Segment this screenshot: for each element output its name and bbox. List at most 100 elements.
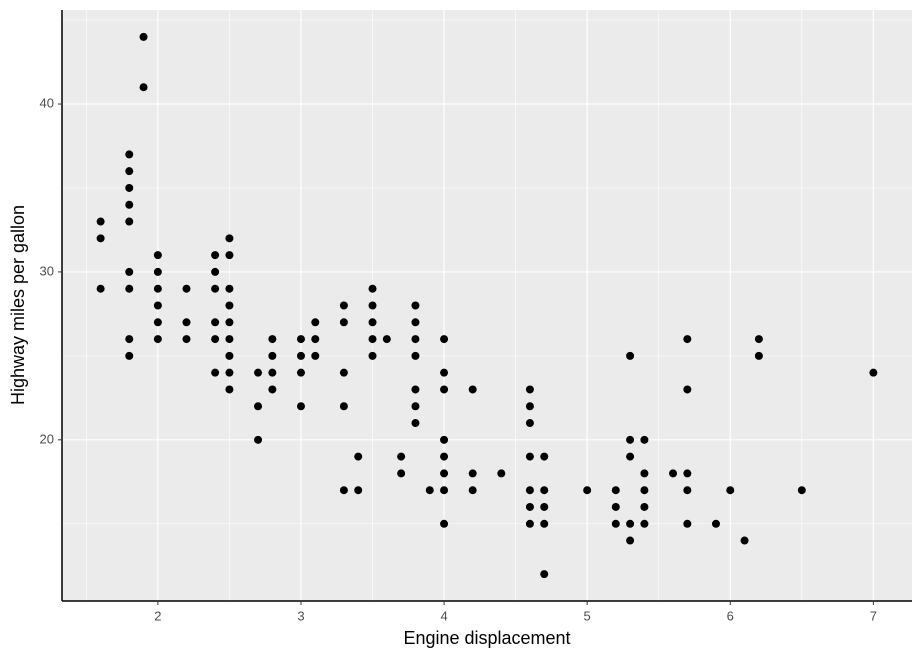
point (153, 301, 162, 310)
point (583, 486, 592, 495)
point (125, 150, 134, 159)
point (153, 251, 162, 260)
point (254, 368, 263, 377)
point (525, 385, 534, 394)
point (368, 284, 377, 293)
point (626, 351, 635, 360)
point (440, 435, 449, 444)
point (497, 469, 506, 478)
x-tick-label: 2 (154, 608, 161, 623)
y-axis-title: Highway miles per gallon (8, 205, 28, 405)
point (125, 183, 134, 192)
point (225, 385, 234, 394)
point (468, 385, 477, 394)
point (626, 519, 635, 528)
point (754, 335, 763, 344)
point (540, 502, 549, 511)
point (225, 234, 234, 243)
point (182, 318, 191, 327)
x-tick-label: 5 (584, 608, 591, 623)
point (96, 234, 105, 243)
point (125, 167, 134, 176)
point (311, 318, 320, 327)
point (125, 267, 134, 276)
point (225, 368, 234, 377)
point (339, 402, 348, 411)
point (311, 351, 320, 360)
point (268, 335, 277, 344)
point (440, 486, 449, 495)
point (669, 469, 678, 478)
point (683, 335, 692, 344)
point (683, 469, 692, 478)
point (468, 486, 477, 495)
point (182, 284, 191, 293)
point (411, 318, 420, 327)
point (153, 318, 162, 327)
point (683, 486, 692, 495)
point (368, 335, 377, 344)
point (640, 435, 649, 444)
point (440, 452, 449, 461)
point (296, 351, 305, 360)
point (268, 385, 277, 394)
point (425, 486, 434, 495)
point (525, 419, 534, 428)
point (411, 402, 420, 411)
point (125, 217, 134, 226)
point (96, 284, 105, 293)
point (354, 452, 363, 461)
point (125, 284, 134, 293)
x-tick-label: 3 (297, 608, 304, 623)
point (525, 402, 534, 411)
plot-panel (62, 10, 912, 601)
point (397, 452, 406, 461)
point (339, 368, 348, 377)
point (525, 519, 534, 528)
grid (62, 10, 912, 601)
points (96, 32, 878, 579)
point (797, 486, 806, 495)
point (411, 351, 420, 360)
point (440, 368, 449, 377)
point (640, 502, 649, 511)
point (153, 284, 162, 293)
point (125, 335, 134, 344)
point (711, 519, 720, 528)
point (411, 301, 420, 310)
point (683, 385, 692, 394)
point (368, 301, 377, 310)
point (382, 335, 391, 344)
point (125, 351, 134, 360)
y-tick-label: 20 (40, 431, 54, 446)
y-tick-label: 30 (40, 263, 54, 278)
point (254, 402, 263, 411)
point (468, 469, 477, 478)
point (540, 570, 549, 579)
point (211, 267, 220, 276)
point (440, 519, 449, 528)
point (339, 486, 348, 495)
point (540, 519, 549, 528)
point (611, 486, 620, 495)
point (540, 452, 549, 461)
x-tick-label: 6 (727, 608, 734, 623)
point (640, 519, 649, 528)
point (683, 519, 692, 528)
x-axis-title: Engine displacement (403, 628, 570, 648)
x-tick-label: 7 (870, 608, 877, 623)
point (440, 385, 449, 394)
point (754, 351, 763, 360)
point (296, 368, 305, 377)
point (640, 469, 649, 478)
point (540, 486, 549, 495)
point (368, 318, 377, 327)
point (225, 284, 234, 293)
point (254, 435, 263, 444)
point (153, 335, 162, 344)
point (225, 251, 234, 260)
point (368, 351, 377, 360)
point (311, 335, 320, 344)
